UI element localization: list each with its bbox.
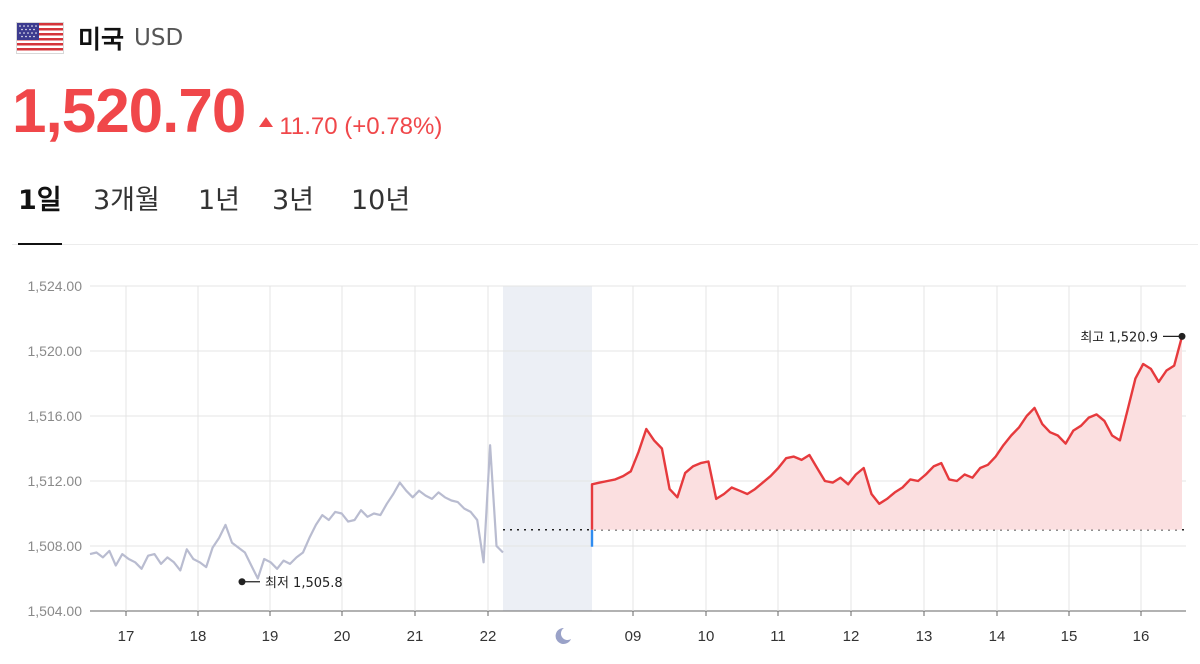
country-name: 미국	[78, 25, 125, 54]
tab-10-years[interactable]: 10년	[351, 185, 411, 216]
x-tick-label: 15	[1061, 628, 1078, 645]
x-tick-label: 16	[1133, 628, 1150, 645]
x-tick-label: 19	[262, 628, 279, 645]
tab-3-months[interactable]: 3개월	[93, 185, 160, 216]
currency-header: 미국 USD	[16, 20, 183, 56]
x-tick-label: 09	[625, 628, 642, 645]
high-label: 최고 1,520.9	[1080, 330, 1158, 345]
us-flag-graphic	[17, 23, 63, 53]
x-tick-label: 18	[190, 628, 207, 645]
y-tick-label: 1,508.00	[28, 538, 83, 554]
tab-1-year[interactable]: 1년	[198, 185, 241, 216]
today-line	[590, 336, 1184, 530]
previous-day-line	[89, 444, 504, 580]
moon-icon	[555, 627, 571, 644]
x-tick-label: 21	[407, 628, 424, 645]
y-tick-label: 1,516.00	[28, 408, 83, 424]
x-tick-label: 22	[480, 628, 497, 645]
after-hours-band	[503, 286, 592, 611]
y-tick-label: 1,504.00	[28, 603, 83, 619]
price-change: 11.70 (+0.78%)	[259, 113, 442, 141]
x-tick-label: 11	[770, 628, 786, 645]
x-tick-label: 10	[698, 628, 715, 645]
tab-1-day[interactable]: 1일	[18, 178, 62, 245]
exchange-rate-chart[interactable]: 1,504.00 1,508.00 1,512.00 1,516.00 1,520.00…	[0, 268, 1200, 664]
price-change-value: 11.70 (+0.78%)	[279, 113, 443, 140]
y-tick-label: 1,512.00	[28, 473, 83, 489]
y-tick-label: 1,524.00	[28, 278, 83, 294]
x-tick-label: 13	[916, 628, 933, 645]
today-area-fill	[592, 336, 1182, 530]
us-flag-icon	[16, 22, 64, 54]
x-tick-label: 17	[118, 628, 135, 645]
tab-3-years[interactable]: 3년	[272, 185, 315, 216]
currency-code: USD	[134, 25, 184, 51]
x-tick-label: 20	[334, 628, 351, 645]
period-tabs: 1일 3개월 1년 3년 10년	[12, 178, 1198, 245]
x-tick-label: 12	[843, 628, 860, 645]
quote-row: 1,520.70 11.70 (+0.78%)	[12, 76, 442, 147]
current-price: 1,520.70	[12, 77, 246, 146]
up-triangle-icon	[259, 117, 274, 127]
x-tick-label: 14	[989, 628, 1006, 645]
low-label: 최저 1,505.8	[265, 576, 343, 591]
y-tick-label: 1,520.00	[28, 343, 83, 359]
